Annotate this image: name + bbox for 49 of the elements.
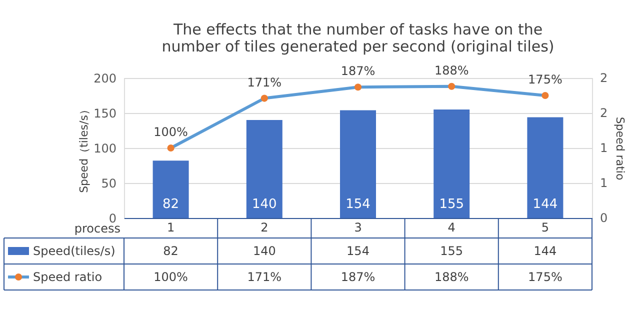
text: 188%	[434, 63, 469, 78]
x-tick-label: 3	[354, 220, 362, 234]
y2-tick-label: 2	[600, 71, 608, 85]
x-tick-label: 4	[448, 220, 456, 234]
data-label: 155	[440, 244, 464, 258]
text: 171%	[247, 75, 282, 90]
bar	[152, 160, 189, 218]
text: 140	[252, 197, 277, 212]
x-tick-label: 1	[166, 220, 175, 234]
y2-tick-label: 1	[600, 141, 608, 155]
y-tick-label: 200	[94, 72, 116, 86]
data-label: 140	[252, 244, 276, 258]
point	[354, 84, 362, 91]
text: 175%	[528, 72, 562, 86]
y2-tick-label: 2	[600, 106, 608, 120]
data-label: 82	[163, 244, 178, 258]
x-tick-label: 2	[260, 220, 268, 234]
bar	[434, 110, 470, 218]
y-tick-label: 150	[94, 106, 116, 120]
legend-label: Speed ratio	[33, 270, 102, 284]
legend-label: Speed(tiles/s)	[33, 244, 116, 258]
data-label: 171%	[247, 270, 282, 284]
point	[167, 144, 174, 152]
chart-title: The effects that the number of tasks have on the number of tiles generated per second (original tiles)	[162, 20, 554, 56]
text: 155	[439, 197, 464, 212]
data-label: 187%	[340, 270, 376, 284]
data-label: 100%	[154, 270, 188, 284]
text: 187%	[340, 64, 376, 78]
y-tick-label: 50	[101, 176, 116, 190]
bar	[340, 110, 376, 218]
text: 82	[162, 197, 180, 212]
data-label: 188%	[434, 270, 469, 284]
point	[260, 94, 268, 102]
data-label: 175%	[528, 270, 562, 284]
text: 144	[532, 197, 558, 212]
point	[448, 82, 456, 90]
bar	[246, 120, 282, 218]
data-label: 154	[346, 244, 370, 258]
text: 100%	[154, 125, 188, 139]
point	[542, 92, 549, 100]
y2-tick-label: 0	[600, 211, 608, 225]
y2-tick-label: 1	[600, 176, 608, 190]
bar	[527, 117, 564, 218]
y-axis-title: Speed（tiles/s）	[78, 104, 91, 193]
data-label: 144	[534, 244, 557, 258]
y-tick-label: 100	[94, 142, 116, 156]
text: 154	[346, 197, 370, 212]
x-tick-label: 5	[541, 220, 550, 234]
y2-axis-title: Speed ratio	[614, 116, 626, 180]
